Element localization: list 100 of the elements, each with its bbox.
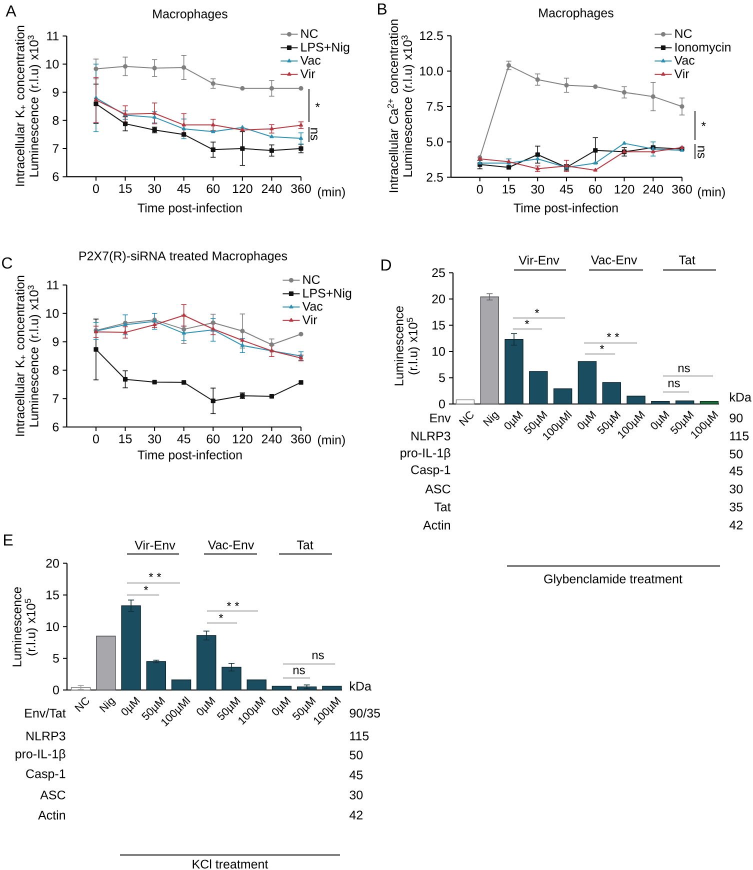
y-tick-label: 10.0: [420, 66, 443, 76]
text: Actin: [423, 520, 450, 530]
annotation: ns: [668, 380, 680, 388]
annotation: ns: [678, 366, 690, 372]
legend-label: LPS+Nig: [303, 288, 352, 300]
annotation: * *: [226, 602, 240, 606]
text: pro-IL-1β: [16, 749, 66, 761]
text: ASC: [40, 790, 66, 800]
text: kDa: [350, 681, 372, 691]
y-tick-label: 15: [432, 320, 445, 330]
text: kDa: [730, 392, 752, 402]
x-tick-label: 30: [148, 434, 162, 444]
text: (min): [318, 435, 345, 447]
x-tick-label: 30: [148, 184, 162, 194]
annotation: ns: [293, 668, 305, 674]
text: (min): [698, 187, 725, 199]
y-tick-label: 8: [52, 366, 59, 375]
annotation: *: [600, 344, 604, 350]
text: Casp-1: [26, 769, 66, 781]
chart-title: P2X7(R)-siRNA treated Macrophages: [79, 251, 288, 263]
text: 30: [730, 484, 743, 494]
y-tick-label: 12.5: [420, 31, 443, 40]
x-axis-title: Time post-infection: [138, 450, 242, 462]
text: E: [4, 534, 13, 546]
text: C: [2, 257, 12, 269]
y-tick-label: 11: [47, 32, 59, 40]
legend-label: Vac: [300, 56, 321, 65]
x-tick-label: 360: [291, 434, 311, 444]
y-tick-label: 0: [53, 686, 59, 694]
legend-label: Vir: [300, 69, 316, 78]
text: 35: [730, 502, 743, 512]
y-tick-label: 11: [47, 280, 59, 290]
x-tick-label: 120: [614, 184, 634, 194]
legend-label: NC: [675, 29, 692, 38]
legend-label: Ionomycin: [675, 42, 730, 54]
text: D: [382, 260, 392, 271]
y-tick-label: 9: [52, 337, 59, 346]
text: Env/Tat: [25, 708, 66, 718]
x-tick-label: 45: [177, 434, 190, 444]
y-tick-label: 10: [46, 308, 59, 318]
text: (min): [318, 187, 345, 199]
text: *: [315, 102, 320, 108]
text: 45: [729, 466, 743, 476]
text: 115: [730, 432, 749, 440]
x-tick-label: 240: [262, 184, 282, 194]
x-tick-label: NC: [458, 411, 474, 426]
y-tick-label: 20: [432, 294, 445, 304]
y-tick-label: 0: [439, 400, 445, 408]
text: ASC: [425, 484, 450, 494]
chart-title: Macrophages: [153, 9, 228, 21]
text: Env: [430, 414, 451, 422]
y-tick-label: 15: [46, 590, 59, 600]
text: Vac-Env: [208, 540, 254, 550]
annotation: * *: [148, 572, 162, 578]
annotation: ns: [312, 652, 324, 660]
x-tick-label: 15: [502, 184, 516, 194]
y-tick-label: 7: [52, 394, 59, 403]
x-tick-label: 0: [92, 184, 99, 194]
text: Vir-Env: [518, 255, 560, 265]
x-tick-label: 360: [291, 184, 311, 194]
y-tick-label: 9: [52, 88, 59, 97]
y-axis-title: Luminescence (r.l.u) x10$^{5}$: [12, 587, 38, 666]
x-tick-label: 240: [643, 184, 664, 194]
x-tick-label: Nig: [482, 412, 500, 426]
y-tick-label: 5: [53, 654, 59, 663]
text: *: [701, 122, 706, 126]
x-tick-label: 240: [262, 434, 282, 444]
text: Tat: [434, 502, 451, 512]
y-tick-label: 10: [46, 60, 59, 69]
y-tick-label: 8: [52, 116, 59, 125]
text: 50: [350, 750, 363, 760]
x-tick-label: 0: [476, 184, 483, 194]
x-tick-label: 60: [206, 184, 220, 194]
x-tick-label: 0: [92, 434, 99, 444]
y-tick-label: 10: [432, 347, 445, 356]
text: 30: [350, 790, 363, 800]
x-tick-label: 30: [531, 184, 544, 194]
legend-label: Vir: [674, 69, 690, 78]
text: 42: [349, 810, 362, 820]
y-tick-label: 6: [52, 172, 59, 182]
x-tick-label: Nig: [99, 698, 116, 712]
y-tick-label: 5: [439, 373, 445, 382]
text: Tat: [678, 256, 696, 264]
legend-label: LPS+Nig: [301, 42, 350, 54]
x-axis-title: Time post-infection: [514, 203, 618, 215]
x-axis-title: Glybenclamide treatment: [544, 574, 682, 586]
text: NLRP3: [412, 432, 450, 440]
y-axis-title: Luminescence (r.l.u) x10$^{5}$: [394, 306, 420, 386]
text: 45: [349, 770, 363, 780]
x-tick-label: 45: [177, 184, 190, 193]
legend-label: NC: [301, 29, 318, 38]
legend-label: Vac: [674, 56, 695, 65]
text: NLRP3: [26, 732, 66, 740]
y-tick-label: 10: [46, 622, 59, 632]
annotation: *: [534, 308, 540, 314]
annotation: * *: [606, 332, 620, 338]
legend-label: Vir: [302, 315, 318, 324]
y-tick-label: 6: [52, 422, 59, 432]
text: Casp-1: [411, 465, 450, 477]
text: Tat: [296, 540, 314, 550]
